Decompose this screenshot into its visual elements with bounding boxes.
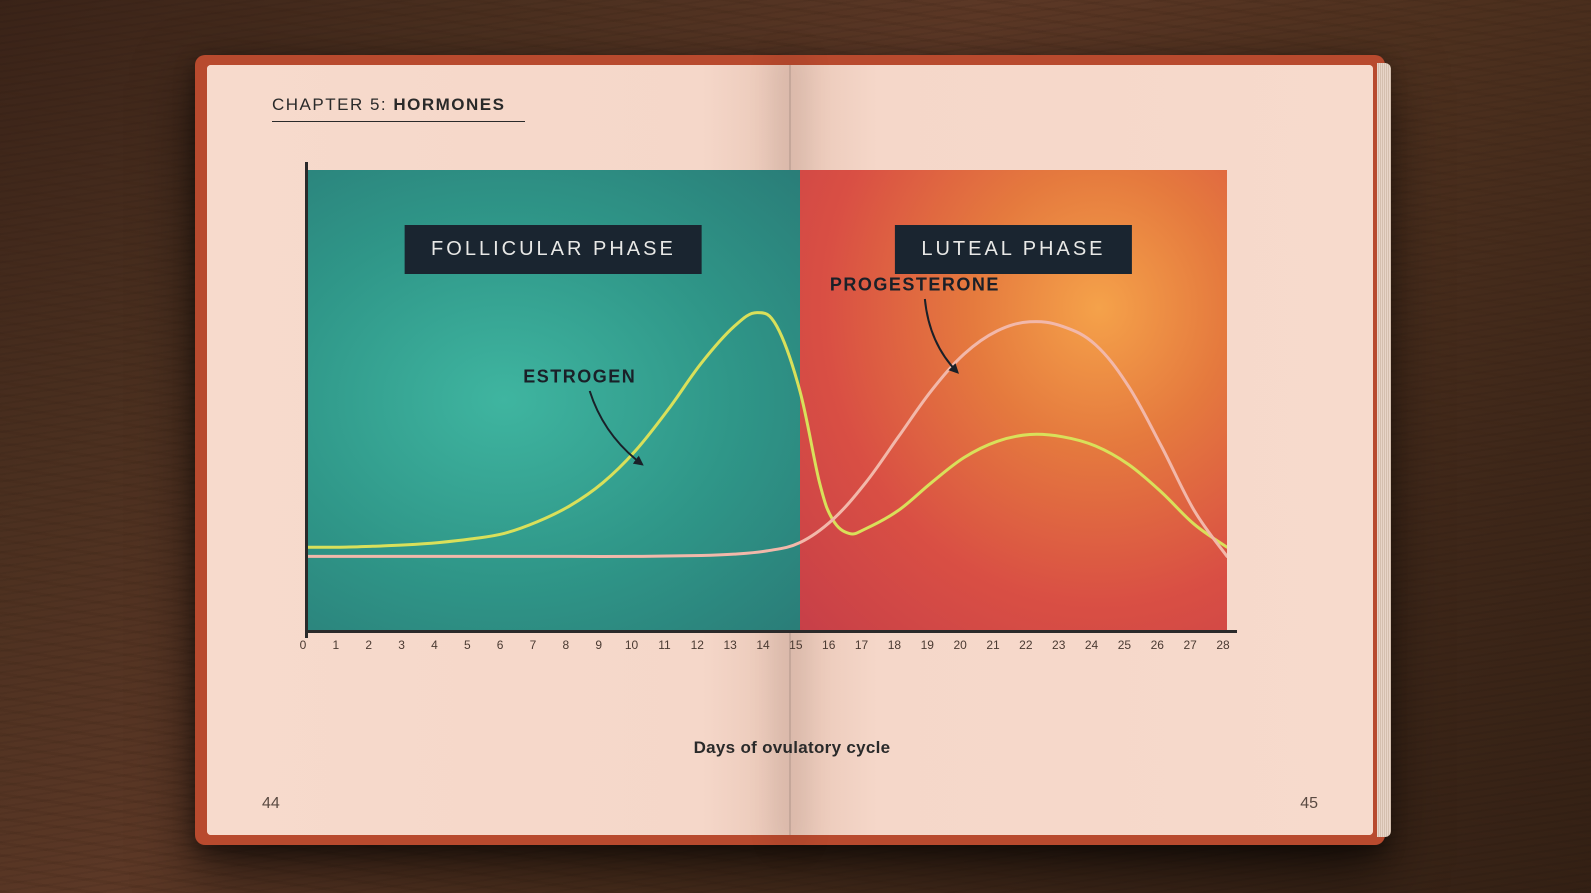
x-tick: 19 — [921, 638, 934, 652]
page-edges — [1377, 63, 1391, 837]
x-tick: 18 — [888, 638, 901, 652]
chapter-title: HORMONES — [393, 95, 505, 114]
x-tick: 9 — [595, 638, 602, 652]
x-tick: 27 — [1183, 638, 1196, 652]
x-tick: 11 — [658, 638, 670, 652]
progesterone-line — [307, 322, 1227, 557]
x-tick: 2 — [365, 638, 372, 652]
x-tick: 25 — [1118, 638, 1131, 652]
x-tick: 3 — [398, 638, 405, 652]
x-tick: 0 — [300, 638, 307, 652]
x-tick: 15 — [789, 638, 802, 652]
x-tick: 28 — [1216, 638, 1229, 652]
x-tick: 16 — [822, 638, 835, 652]
x-tick: 1 — [333, 638, 340, 652]
x-tick: 22 — [1019, 638, 1032, 652]
estrogen-line — [307, 313, 1227, 548]
x-tick: 6 — [497, 638, 504, 652]
x-tick: 4 — [431, 638, 438, 652]
x-tick: 13 — [723, 638, 736, 652]
page-number-left: 44 — [262, 795, 280, 813]
x-tick: 23 — [1052, 638, 1065, 652]
x-tick: 26 — [1151, 638, 1164, 652]
x-tick: 8 — [563, 638, 570, 652]
x-tick: 17 — [855, 638, 868, 652]
y-axis — [305, 162, 308, 638]
chart-lines — [307, 170, 1227, 630]
x-tick: 21 — [986, 638, 999, 652]
x-tick: 14 — [756, 638, 769, 652]
chapter-header: CHAPTER 5: HORMONES — [272, 95, 525, 122]
x-tick: 24 — [1085, 638, 1098, 652]
label-arrow — [925, 299, 958, 372]
x-axis — [305, 630, 1237, 633]
x-tick: 10 — [625, 638, 638, 652]
chapter-prefix: CHAPTER 5: — [272, 95, 393, 114]
book-pages: CHAPTER 5: HORMONES 44 45 Hormone levels… — [207, 65, 1373, 835]
x-axis-label: Days of ovulatory cycle — [307, 738, 1277, 758]
plot-area: FOLLICULAR PHASE LUTEAL PHASE ESTROGEN P… — [307, 170, 1227, 630]
x-tick: 5 — [464, 638, 471, 652]
x-axis-ticks: 0123456789101112131415161718192021222324… — [303, 638, 1277, 668]
x-tick: 7 — [530, 638, 537, 652]
x-tick: 12 — [691, 638, 704, 652]
x-tick: 20 — [953, 638, 966, 652]
page-number-right: 45 — [1300, 795, 1318, 813]
hormone-chart: Hormone levels Days of ovulatory cycle F… — [307, 170, 1277, 700]
book-cover: CHAPTER 5: HORMONES 44 45 Hormone levels… — [195, 55, 1385, 845]
